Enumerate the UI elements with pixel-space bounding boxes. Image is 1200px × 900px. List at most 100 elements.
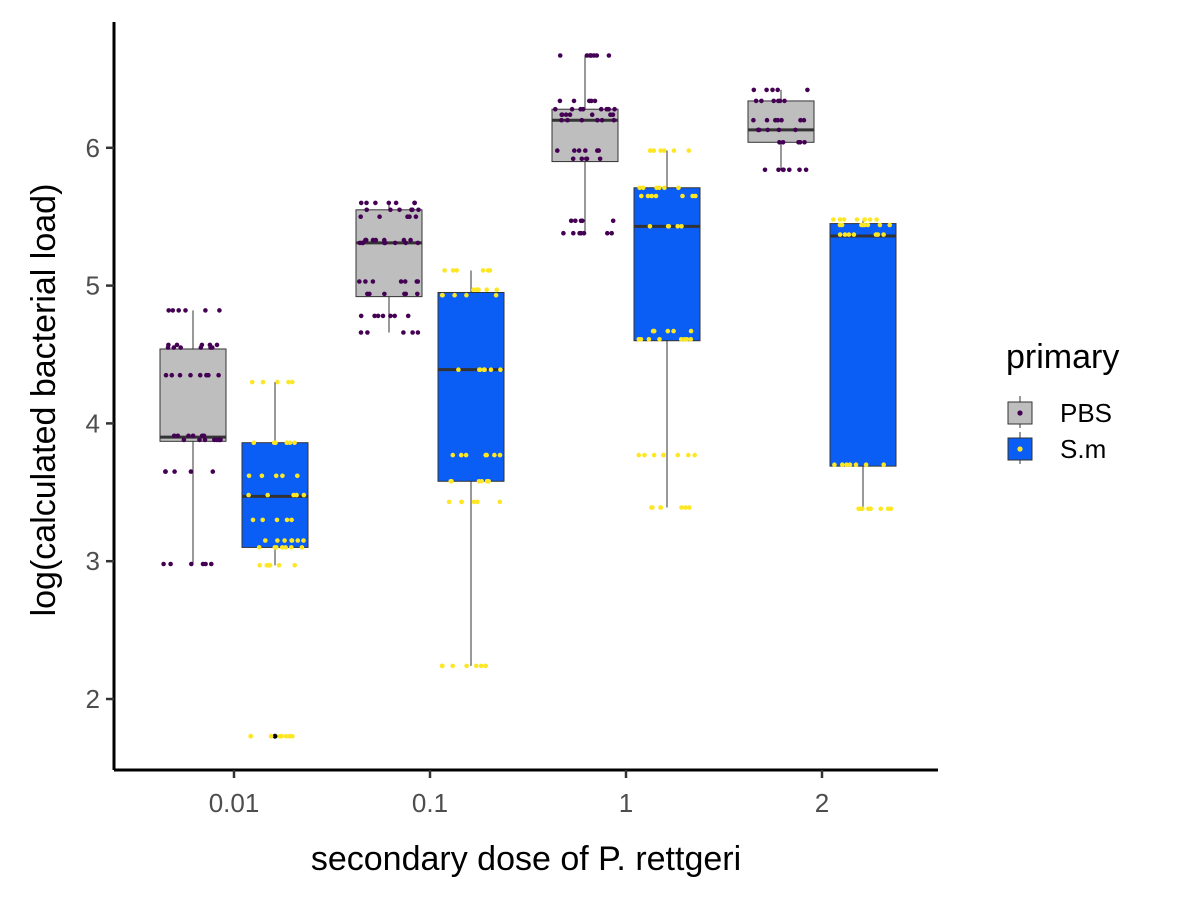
- data-point: [647, 148, 653, 153]
- data-point: [217, 308, 222, 313]
- data-point: [847, 462, 853, 468]
- data-point: [480, 268, 486, 273]
- legend-key-point: [1017, 446, 1023, 452]
- data-point: [440, 663, 445, 669]
- data-point: [646, 337, 652, 342]
- data-point: [498, 367, 503, 373]
- data-point: [604, 106, 609, 112]
- data-point: [186, 433, 191, 439]
- data-point: [570, 156, 576, 162]
- data-point: [282, 538, 287, 543]
- data-point: [463, 452, 469, 458]
- data-point: [762, 167, 768, 173]
- data-point: [559, 117, 564, 123]
- data-point: [867, 217, 873, 222]
- data-point: [190, 433, 196, 439]
- data-point: [373, 200, 378, 206]
- data-point: [275, 538, 280, 543]
- data-point: [199, 433, 205, 439]
- data-point: [587, 98, 592, 104]
- data-point: [649, 505, 654, 510]
- data-point: [793, 127, 798, 133]
- data-point: [798, 117, 803, 123]
- data-point: [450, 663, 456, 669]
- data-point: [606, 53, 612, 58]
- data-point: [367, 291, 372, 297]
- data-point: [370, 237, 376, 243]
- data-point: [841, 217, 847, 222]
- data-point: [572, 148, 577, 153]
- data-point: [488, 367, 494, 373]
- data-point: [388, 313, 393, 319]
- data-point: [610, 218, 616, 224]
- box-rect: [829, 223, 897, 467]
- data-point: [295, 538, 301, 543]
- data-point: [846, 232, 852, 237]
- data-point: [397, 207, 402, 213]
- box-rect: [159, 348, 227, 442]
- data-point: [372, 313, 377, 319]
- data-point: [571, 230, 576, 236]
- data-point: [661, 148, 667, 153]
- data-point: [452, 292, 457, 298]
- data-point: [801, 117, 807, 123]
- data-point: [386, 200, 392, 206]
- data-point: [405, 214, 410, 219]
- x-tick-label: 1: [619, 788, 633, 818]
- data-point: [450, 452, 456, 458]
- data-point: [284, 440, 290, 446]
- data-point: [218, 437, 223, 443]
- data-point: [289, 545, 294, 550]
- data-point: [688, 337, 694, 342]
- data-point: [450, 268, 456, 273]
- data-point: [301, 538, 306, 543]
- data-point: [692, 452, 697, 458]
- data-point: [651, 452, 657, 458]
- data-point: [292, 440, 297, 446]
- data-point: [174, 342, 180, 348]
- data-point: [364, 200, 369, 206]
- data-point: [873, 232, 879, 237]
- data-point: [358, 330, 364, 335]
- data-point: [260, 517, 266, 523]
- data-point: [272, 545, 278, 550]
- data-point: [865, 222, 871, 228]
- data-point: [403, 291, 409, 297]
- data-point: [257, 563, 263, 568]
- y-tick-label: 3: [86, 546, 100, 576]
- data-point: [877, 222, 883, 228]
- y-tick-label: 5: [86, 271, 100, 301]
- data-point: [290, 379, 295, 385]
- data-point: [398, 279, 404, 284]
- data-point: [392, 313, 398, 319]
- data-point: [686, 148, 692, 153]
- data-point: [287, 733, 293, 739]
- data-point: [483, 663, 489, 669]
- data-point: [459, 499, 464, 505]
- data-point: [860, 506, 865, 512]
- outlier-point: [272, 733, 278, 739]
- data-point: [690, 193, 695, 199]
- data-point: [299, 545, 305, 550]
- data-point: [589, 112, 595, 117]
- data-point: [565, 117, 570, 123]
- data-point: [358, 200, 364, 206]
- data-point: [413, 214, 419, 219]
- data-point: [275, 379, 280, 385]
- data-point: [866, 506, 871, 512]
- data-point: [756, 127, 762, 133]
- data-point: [246, 492, 251, 498]
- data-point: [216, 372, 221, 378]
- data-point: [851, 232, 857, 237]
- data-point: [856, 506, 861, 512]
- data-point: [177, 372, 183, 378]
- data-point: [416, 207, 421, 213]
- y-tick-label: 6: [86, 133, 100, 163]
- data-point: [161, 561, 166, 567]
- data-point: [649, 193, 654, 199]
- data-point: [198, 345, 204, 350]
- data-point: [188, 372, 193, 378]
- data-point: [671, 148, 677, 153]
- data-point: [475, 287, 481, 293]
